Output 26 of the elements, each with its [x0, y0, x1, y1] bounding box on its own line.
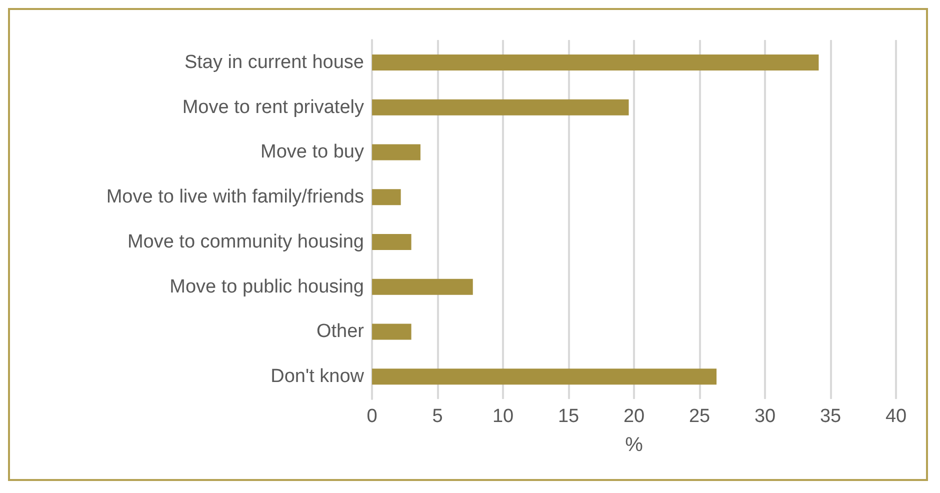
x-tick-label: 40 [885, 406, 907, 427]
y-tick-label: Move to buy [260, 142, 364, 163]
x-axis-title: % [625, 434, 644, 456]
bar [372, 189, 401, 206]
bar [372, 324, 412, 340]
x-tick-label: 5 [432, 406, 443, 427]
y-tick-label: Other [316, 321, 365, 342]
bar [372, 234, 412, 250]
y-tick-label: Stay in current house [184, 52, 364, 73]
y-tick-label: Move to live with family/friends [106, 186, 364, 208]
bar [372, 54, 819, 70]
y-tick-label: Don't know [270, 366, 364, 388]
x-tick-label: 10 [492, 406, 514, 427]
bar [372, 144, 420, 160]
x-tick-label: 15 [558, 406, 580, 427]
bar [372, 278, 473, 295]
y-tick-label: Move to community housing [127, 231, 364, 252]
x-tick-label: 30 [754, 406, 776, 427]
y-tick-label: Move to rent privately [182, 96, 364, 118]
x-tick-label: 20 [623, 406, 645, 427]
x-tick-label: 35 [820, 406, 842, 427]
bar [372, 368, 717, 385]
x-tick-label: 25 [688, 406, 710, 427]
x-tick-label: 0 [366, 406, 378, 427]
bar [372, 99, 629, 116]
y-tick-label: Move to public housing [170, 276, 364, 298]
